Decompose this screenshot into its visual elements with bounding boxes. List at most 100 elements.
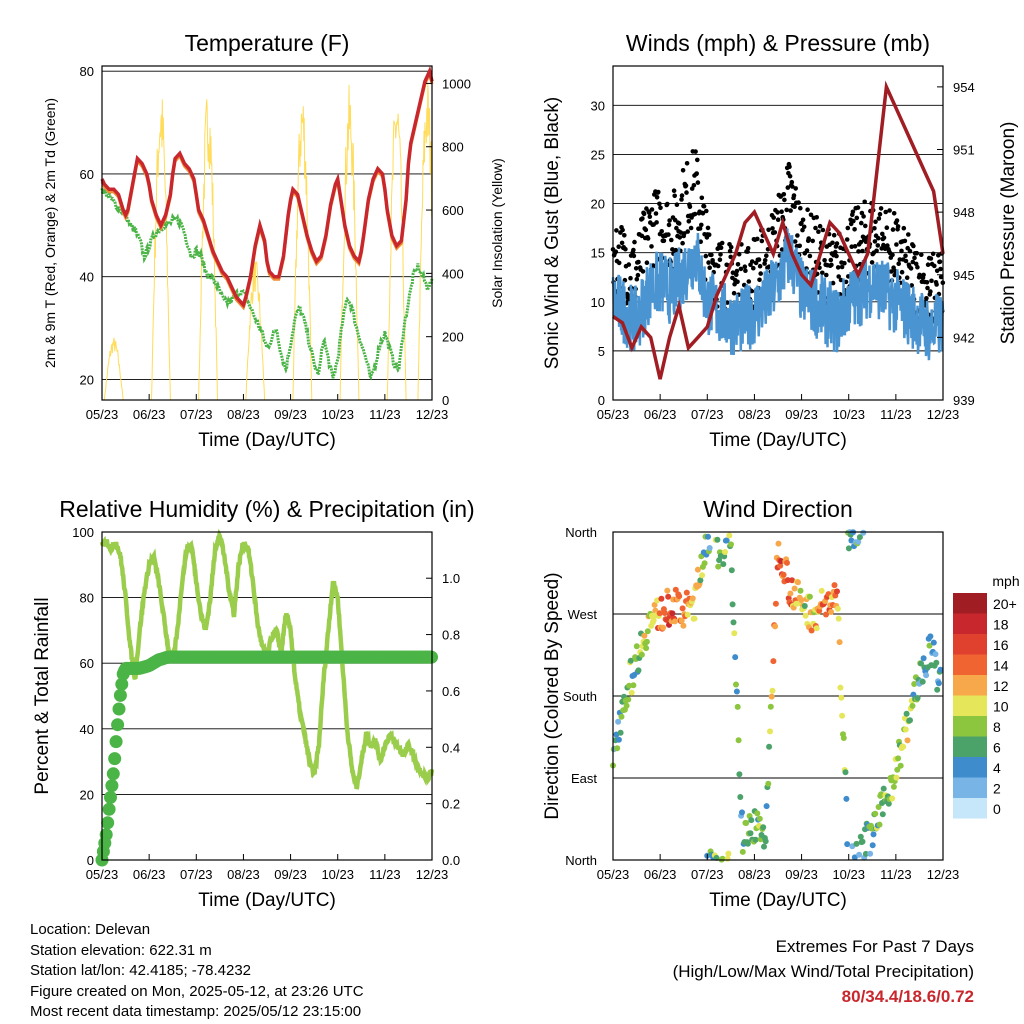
precipitation-point — [112, 702, 126, 716]
winds-ytick-label: 0 — [598, 393, 605, 408]
gust-point — [728, 244, 734, 250]
humidity-xtick-label: 06/23 — [133, 867, 166, 882]
winds-xtick-label: 12/23 — [927, 407, 960, 422]
gust-point — [640, 216, 645, 221]
direction-point — [860, 529, 867, 536]
direction-point — [927, 633, 934, 640]
direction-xtick-label: 06/23 — [644, 867, 677, 882]
gust-point — [873, 219, 878, 225]
direction-point — [855, 538, 862, 545]
gust-point — [628, 275, 633, 281]
direction-point — [626, 682, 633, 689]
gust-point — [801, 224, 807, 230]
direction-point — [935, 680, 942, 687]
temperature-xtick-label: 06/23 — [133, 407, 166, 422]
winds-xtick-label: 07/23 — [691, 407, 724, 422]
precipitation-point — [99, 828, 113, 842]
temperature-y2tick-label: 1000 — [442, 76, 471, 91]
precipitation-point — [113, 688, 127, 702]
winds-xtick-label: 08/23 — [738, 407, 771, 422]
gust-point — [649, 207, 655, 212]
gust-point — [654, 195, 660, 200]
direction-point — [725, 850, 732, 857]
gust-point — [869, 260, 875, 265]
direction-point — [658, 595, 665, 602]
gust-point — [906, 232, 911, 237]
gust-point — [790, 184, 795, 189]
direction-point — [644, 628, 651, 635]
winds-ytick-label: 25 — [591, 147, 605, 162]
direction-point — [660, 624, 667, 631]
direction-point — [706, 545, 713, 551]
winds-ytick-label: 5 — [598, 344, 605, 359]
direction-point — [728, 567, 735, 574]
temperature-xtick-label: 11/23 — [369, 407, 401, 422]
gust-point — [932, 263, 937, 269]
gust-point — [862, 199, 867, 205]
extremes-values: 80/34.4/18.6/0.72 — [841, 987, 974, 1006]
gust-point — [919, 252, 924, 257]
direction-point — [699, 572, 706, 579]
gust-point — [717, 257, 723, 263]
gust-point — [705, 225, 711, 231]
gust-point — [863, 239, 869, 244]
direction-point — [885, 800, 892, 807]
gust-point — [834, 241, 840, 246]
direction-point — [737, 794, 744, 800]
gust-point — [924, 296, 929, 301]
gust-point — [743, 268, 748, 274]
gust-point — [699, 195, 705, 201]
direction-point — [857, 833, 864, 840]
direction-xtick-label: 11/23 — [880, 867, 912, 882]
humidity-ytick-label: 60 — [80, 656, 94, 671]
direction-point — [904, 737, 911, 744]
direction-point — [756, 815, 763, 822]
direction-point — [872, 810, 879, 817]
direction-point — [784, 559, 790, 566]
direction-point — [894, 766, 901, 773]
gust-point — [925, 262, 931, 268]
gust-point — [718, 245, 724, 250]
winds-y2tick-label: 945 — [953, 268, 975, 283]
gust-point — [636, 259, 641, 265]
gust-point — [928, 256, 934, 261]
legend-label: 8 — [993, 719, 1001, 735]
direction-point — [933, 659, 940, 666]
direction-point — [731, 630, 738, 637]
gust-point — [804, 248, 810, 253]
gust-point — [903, 253, 908, 259]
gust-point — [674, 202, 680, 207]
gust-point — [658, 205, 663, 211]
gust-point — [814, 215, 819, 220]
gust-point — [734, 272, 739, 278]
gust-point — [693, 149, 698, 154]
gust-point — [706, 232, 712, 237]
solar-insolation-line — [386, 113, 407, 401]
gust-point — [929, 278, 934, 284]
direction-point — [676, 593, 683, 600]
gust-point — [845, 225, 851, 231]
temperature-y2tick-label: 200 — [442, 330, 464, 345]
gust-point — [858, 239, 864, 245]
gust-point — [843, 279, 849, 285]
gust-point — [792, 204, 797, 209]
direction-point — [910, 691, 917, 698]
extremes-title: Extremes For Past 7 Days — [775, 937, 974, 956]
gust-point — [759, 238, 765, 244]
direction-point — [730, 619, 737, 626]
precipitation-point — [105, 779, 119, 793]
gust-point — [896, 261, 901, 267]
direction-point — [614, 745, 621, 752]
winds-ytick-label: 30 — [591, 98, 605, 113]
direction-point — [661, 610, 668, 616]
gust-point — [683, 183, 689, 188]
elevation-text: Station elevation: 622.31 m — [30, 941, 212, 959]
gust-point — [787, 164, 792, 170]
winds-ytick-label: 10 — [591, 295, 605, 310]
extremes-block: Extremes For Past 7 Days (High/Low/Max W… — [673, 934, 974, 1009]
direction-point — [641, 632, 648, 639]
legend-swatch — [953, 777, 987, 798]
direction-point — [856, 534, 863, 541]
direction-point — [694, 566, 701, 573]
temperature-xlabel: Time (Day/UTC) — [198, 430, 336, 451]
